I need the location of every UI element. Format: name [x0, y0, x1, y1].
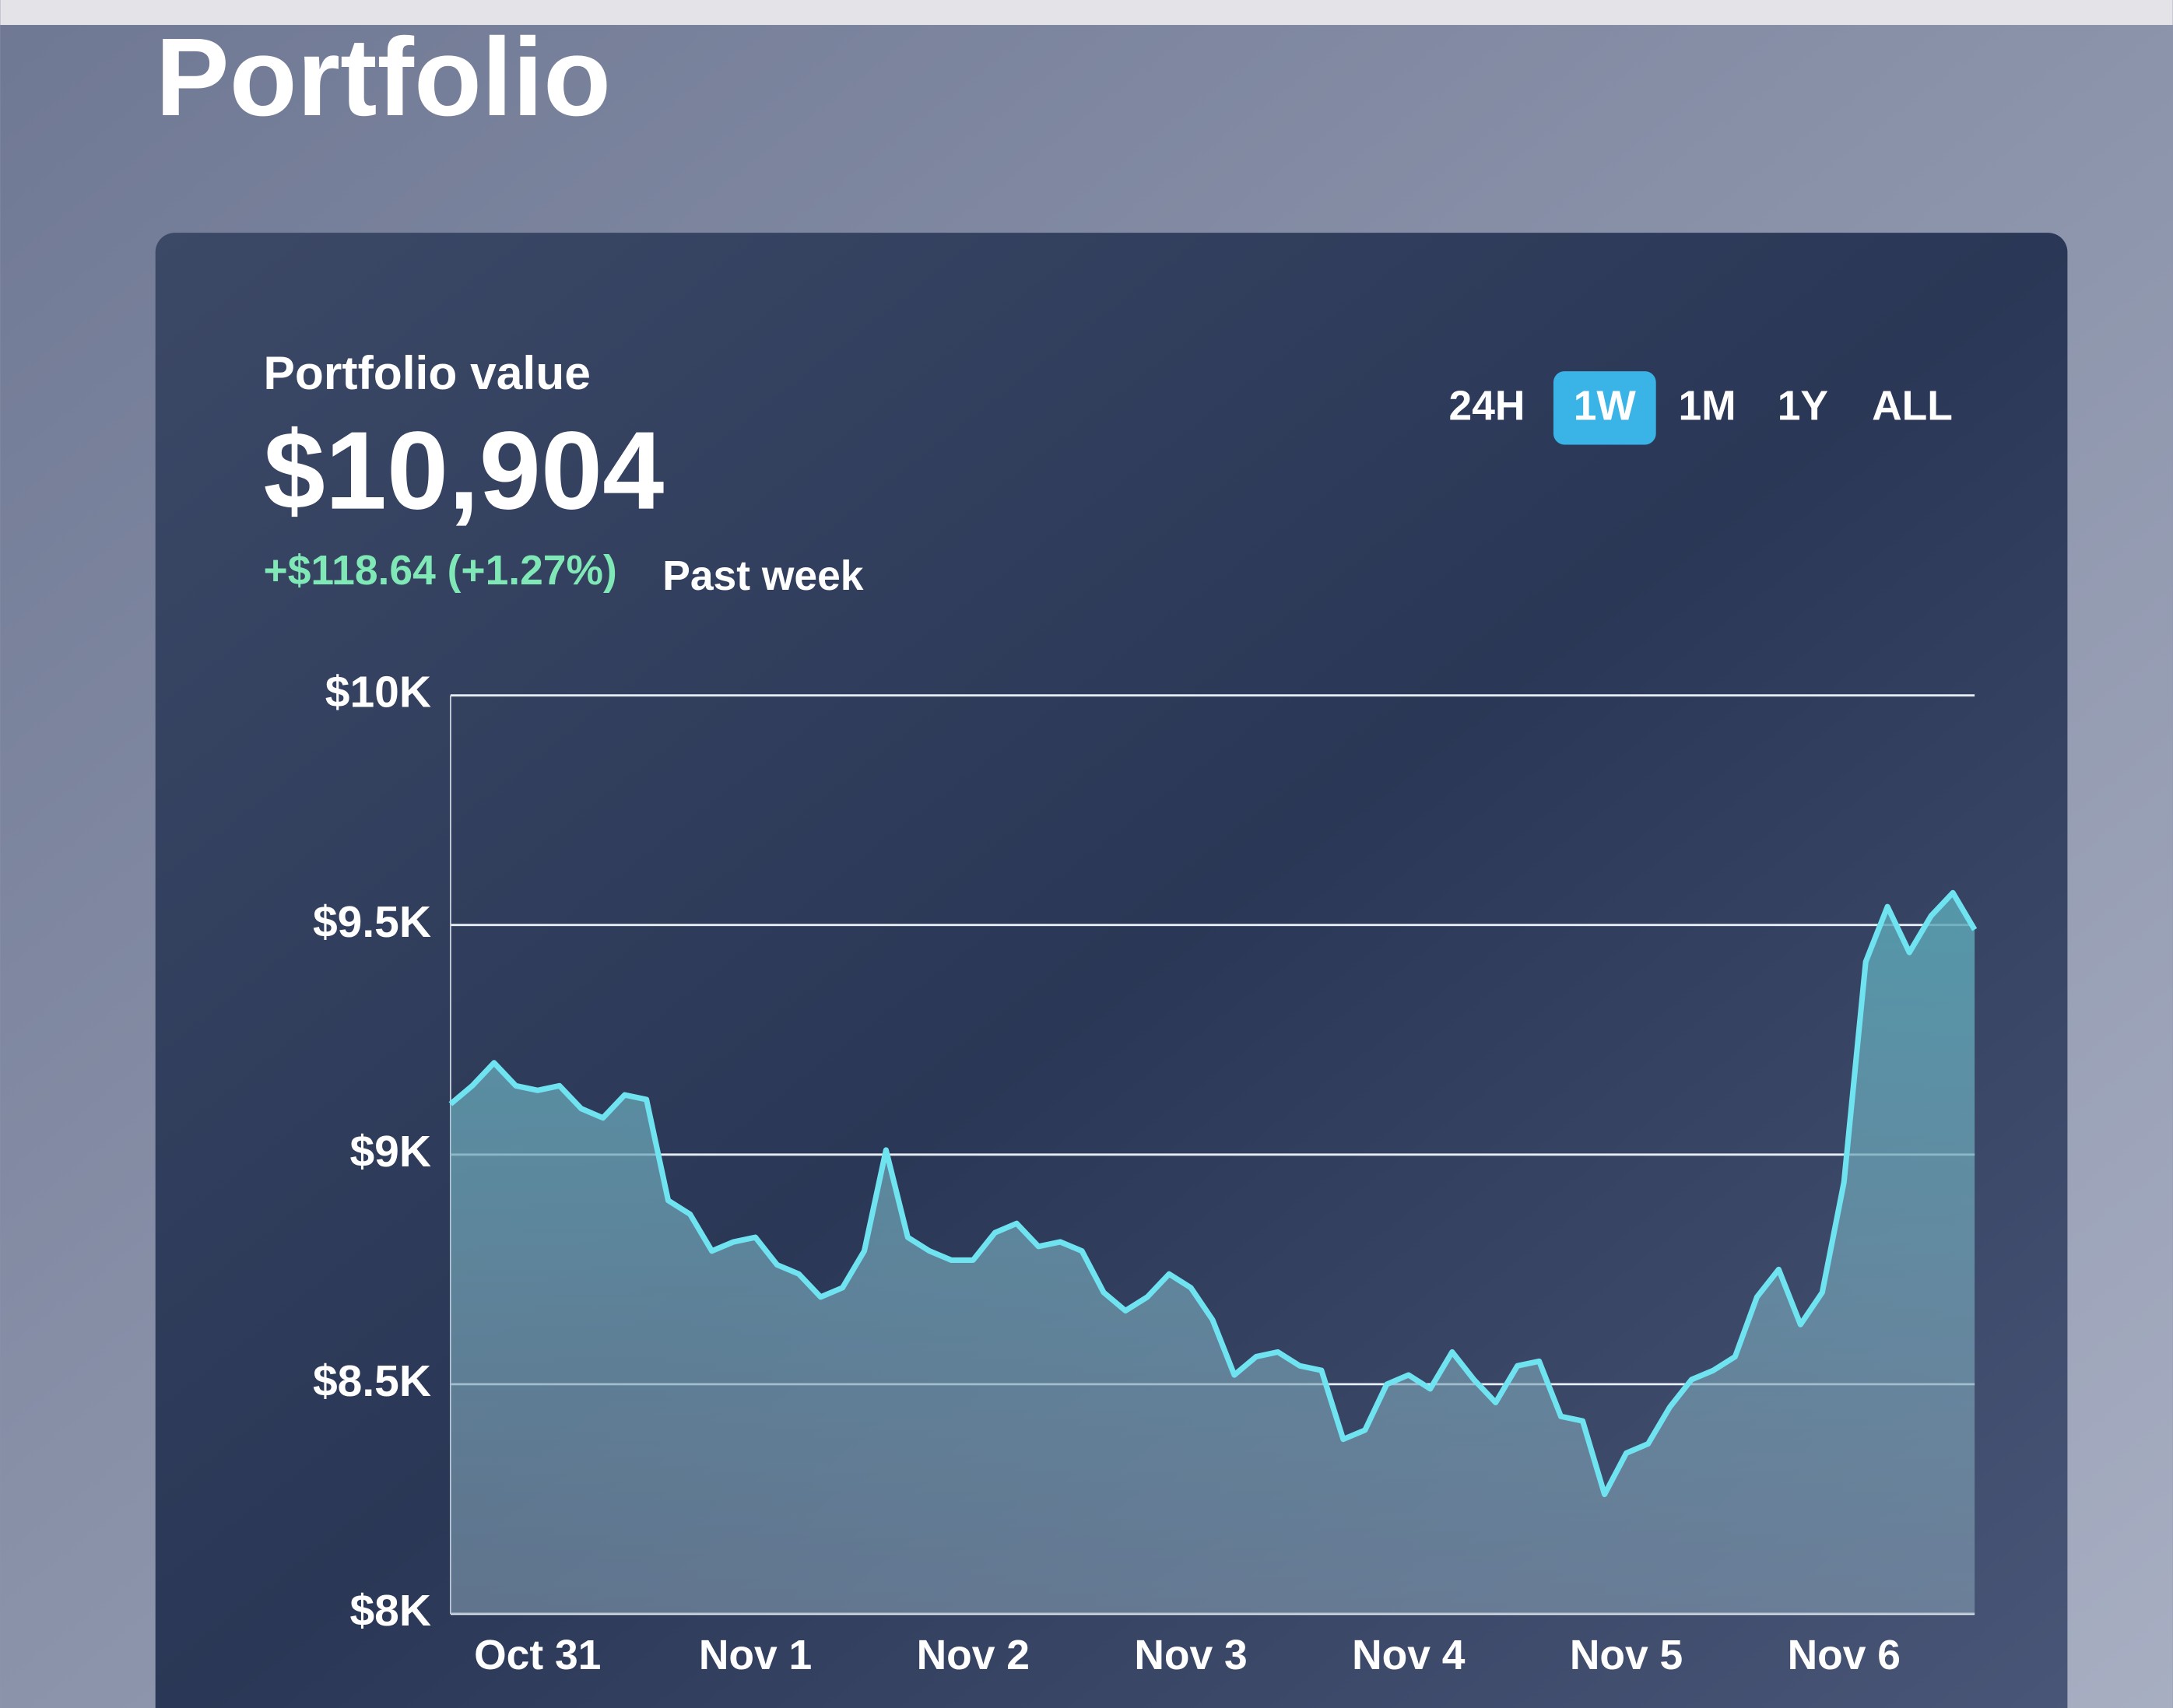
y-tick-label: $10K: [325, 668, 431, 717]
range-selector: 24H 1W 1M 1Y ALL: [1449, 371, 1953, 445]
line: [448, 889, 1978, 1498]
y-tick-label: $9K: [349, 1127, 430, 1177]
value-label: Portfolio value: [264, 346, 591, 399]
x-tick-label: Nov 6: [1788, 1633, 1901, 1678]
period-label: Past week: [662, 553, 864, 599]
chart: $8K $8.5K $9K $9.5K $10K Oct 31 Nov 1 Nov 2 Nov …: [313, 668, 1978, 1678]
x-tick-label: Oct 31: [474, 1633, 601, 1678]
value-change: +$118.64 (+1.27%): [264, 548, 617, 594]
y-tick-label: $8K: [349, 1586, 430, 1636]
x-tick-label: Nov 4: [1352, 1633, 1466, 1678]
range-label[interactable]: 1M: [1678, 383, 1736, 429]
y-tick-label: $9.5K: [313, 897, 431, 947]
x-tick-label: Nov 1: [699, 1633, 812, 1678]
range-label[interactable]: 1Y: [1778, 383, 1828, 429]
range-button[interactable]: 1Y: [1778, 383, 1828, 429]
area: [450, 893, 1975, 1614]
range-label[interactable]: ALL: [1872, 383, 1953, 429]
portfolio-value: $10,904: [264, 409, 665, 533]
x-tick-label: Nov 5: [1570, 1633, 1683, 1678]
y-tick-label: $8.5K: [313, 1356, 431, 1406]
range-label[interactable]: 1W: [1574, 383, 1637, 429]
x-tick-label: Nov 3: [1134, 1633, 1247, 1678]
range-button[interactable]: 24H: [1449, 383, 1525, 429]
browser-bar: [0, 0, 2173, 26]
range-active-bg[interactable]: [1553, 371, 1656, 445]
page-title: Portfolio: [156, 16, 611, 139]
range-label[interactable]: 24H: [1449, 383, 1525, 429]
range-button[interactable]: 1M: [1678, 383, 1736, 429]
range-button[interactable]: 1W: [1553, 371, 1656, 445]
range-button[interactable]: ALL: [1872, 383, 1953, 429]
x-tick-label: Nov 2: [917, 1633, 1030, 1678]
